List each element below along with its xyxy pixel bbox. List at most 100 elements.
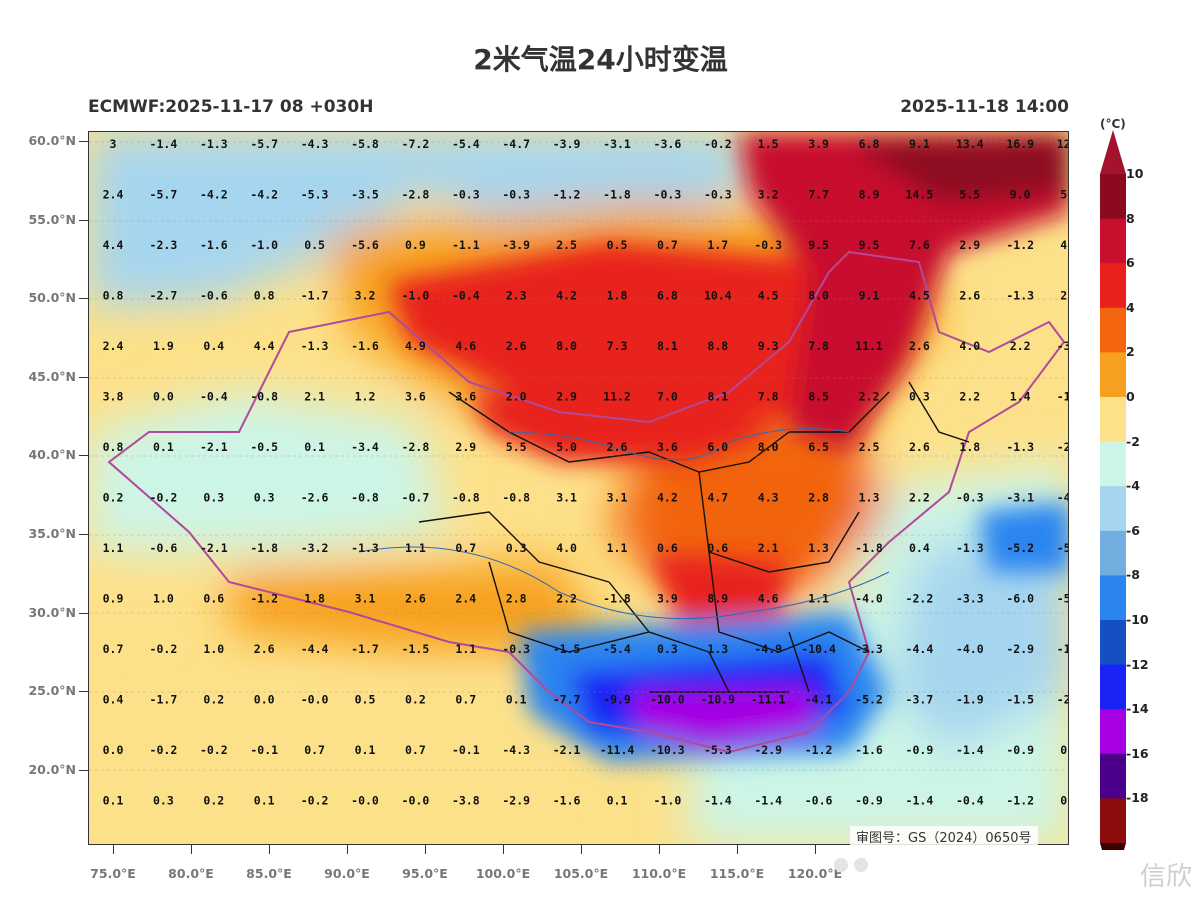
grid-value: -0.9 — [855, 794, 883, 808]
grid-value: 3.8 — [103, 390, 124, 404]
grid-value: 0.1 — [304, 440, 325, 454]
grid-value: 4.6 — [758, 592, 779, 606]
longitude-tick — [815, 845, 816, 854]
grid-value: -1.6 — [553, 794, 581, 808]
longitude-label: 75.0°E — [90, 866, 136, 881]
grid-value: -1.3 — [200, 137, 228, 151]
grid-value: -1.4 — [754, 794, 782, 808]
latitude-tick — [79, 691, 88, 693]
latitude-label: 30.0°N — [28, 604, 76, 620]
grid-value: -0.2 — [150, 642, 178, 656]
longitude-label: 95.0°E — [402, 866, 448, 881]
grid-value: 0.8 — [103, 289, 124, 303]
grid-value: 1.1 — [455, 642, 476, 656]
field-hot-peak — [849, 137, 1068, 202]
grid-value: 0.2 — [405, 693, 426, 707]
grid-value: 5.5 — [959, 188, 980, 202]
latitude-label: 55.0°N — [28, 211, 76, 227]
grid-value: -1.0 — [250, 238, 278, 252]
grid-value: 3.1 — [556, 491, 577, 505]
longitude-label: 100.0°E — [475, 866, 531, 881]
grid-value: 0.3 — [909, 390, 930, 404]
grid-value: 7.8 — [758, 390, 779, 404]
grid-value: 16.9 — [1006, 137, 1034, 151]
grid-value: 4.7 — [707, 491, 728, 505]
field-warm-plateau — [229, 562, 609, 652]
grid-value: 0.1 — [506, 693, 527, 707]
grid-value: -10.3 — [650, 743, 685, 757]
grid-value: 1.0 — [203, 642, 224, 656]
temperature-change-map: 3 -1.4 -1.3 -5.7 -4.3 -5.8 -7.2 -5.4 -4.7 -3.9 -3.… — [88, 131, 1069, 845]
grid-value: -1.3 — [301, 339, 329, 353]
grid-value: 2.9 — [1060, 289, 1069, 303]
grid-value: 0.3 — [1060, 794, 1069, 808]
grid-value: -1.5 — [553, 642, 581, 656]
grid-value: 2.1 — [758, 541, 779, 555]
grid-value: 1.3 — [707, 642, 728, 656]
grid-value: -2.2 — [906, 592, 934, 606]
grid-value: -0.3 — [502, 188, 530, 202]
grid-value: -0.3 — [704, 188, 732, 202]
grid-value: -0.6 — [150, 541, 178, 555]
grid-value: 0.1 — [254, 794, 275, 808]
grid-value: 6.5 — [808, 440, 829, 454]
grid-value: 0.7 — [455, 541, 476, 555]
grid-value: -0.4 — [452, 289, 480, 303]
grid-value: -2.1 — [200, 440, 228, 454]
grid-value: 8.8 — [707, 339, 728, 353]
grid-value: 0.9 — [103, 592, 124, 606]
grid-value: -0.8 — [351, 491, 379, 505]
grid-value: -0.8 — [452, 491, 480, 505]
grid-value: -3.1 — [603, 137, 631, 151]
colorbar-segment — [1100, 263, 1126, 309]
grid-value: 2.2 — [1010, 339, 1031, 353]
grid-value: -2.9 — [502, 794, 530, 808]
grid-value: 0.2 — [103, 491, 124, 505]
grid-value: -10.0 — [650, 693, 685, 707]
grid-value: -1.2 — [1006, 238, 1034, 252]
grid-value: -4.4 — [906, 642, 934, 656]
grid-value: 10.4 — [704, 289, 732, 303]
grid-value: 4.2 — [657, 491, 678, 505]
grid-value: -1.4 — [150, 137, 178, 151]
grid-value: -0.8 — [250, 390, 278, 404]
longitude-label: 115.0°E — [709, 866, 765, 881]
colorbar-label: -2 — [1126, 433, 1140, 449]
grid-value: 0.8 — [103, 440, 124, 454]
grid-value: -1.0 — [654, 794, 682, 808]
grid-value: 2.6 — [909, 339, 930, 353]
grid-value: -0.3 — [956, 491, 984, 505]
grid-value: -2.4 — [1057, 693, 1069, 707]
grid-value: -0.2 — [200, 743, 228, 757]
longitude-tick — [503, 845, 504, 854]
grid-value: -4.0 — [956, 642, 984, 656]
colorbar-label: -16 — [1126, 745, 1149, 761]
grid-value: -0.2 — [150, 743, 178, 757]
grid-value: -1.6 — [200, 238, 228, 252]
grid-value: 7.7 — [808, 188, 829, 202]
grid-value: 2.8 — [808, 491, 829, 505]
grid-value: -1.4 — [956, 743, 984, 757]
colorbar-segment — [1100, 798, 1126, 844]
grid-value: 9.1 — [909, 137, 930, 151]
grid-value: 0.7 — [455, 693, 476, 707]
grid-value: 0.0 — [103, 743, 124, 757]
grid-value: 1.8 — [959, 440, 980, 454]
grid-value: -2.9 — [754, 743, 782, 757]
grid-value: -0.4 — [956, 794, 984, 808]
grid-value: 1.1 — [808, 592, 829, 606]
grid-value: -5.4 — [603, 642, 631, 656]
grid-value: -3.3 — [1057, 339, 1069, 353]
colorbar-label: -10 — [1126, 612, 1149, 627]
grid-value: -3.4 — [351, 440, 379, 454]
longitude-tick — [191, 845, 192, 854]
longitude-label: 90.0°E — [324, 866, 370, 881]
colorbar-label: -14 — [1126, 701, 1149, 717]
grid-value: -3.9 — [553, 137, 581, 151]
grid-value: 4.5 — [909, 289, 930, 303]
grid-value: 3.6 — [657, 440, 678, 454]
grid-value: -5.4 — [452, 137, 480, 151]
grid-value: 2.4 — [103, 188, 124, 202]
longitude-label: 85.0°E — [246, 866, 292, 881]
grid-value: -1.5 — [1006, 693, 1034, 707]
